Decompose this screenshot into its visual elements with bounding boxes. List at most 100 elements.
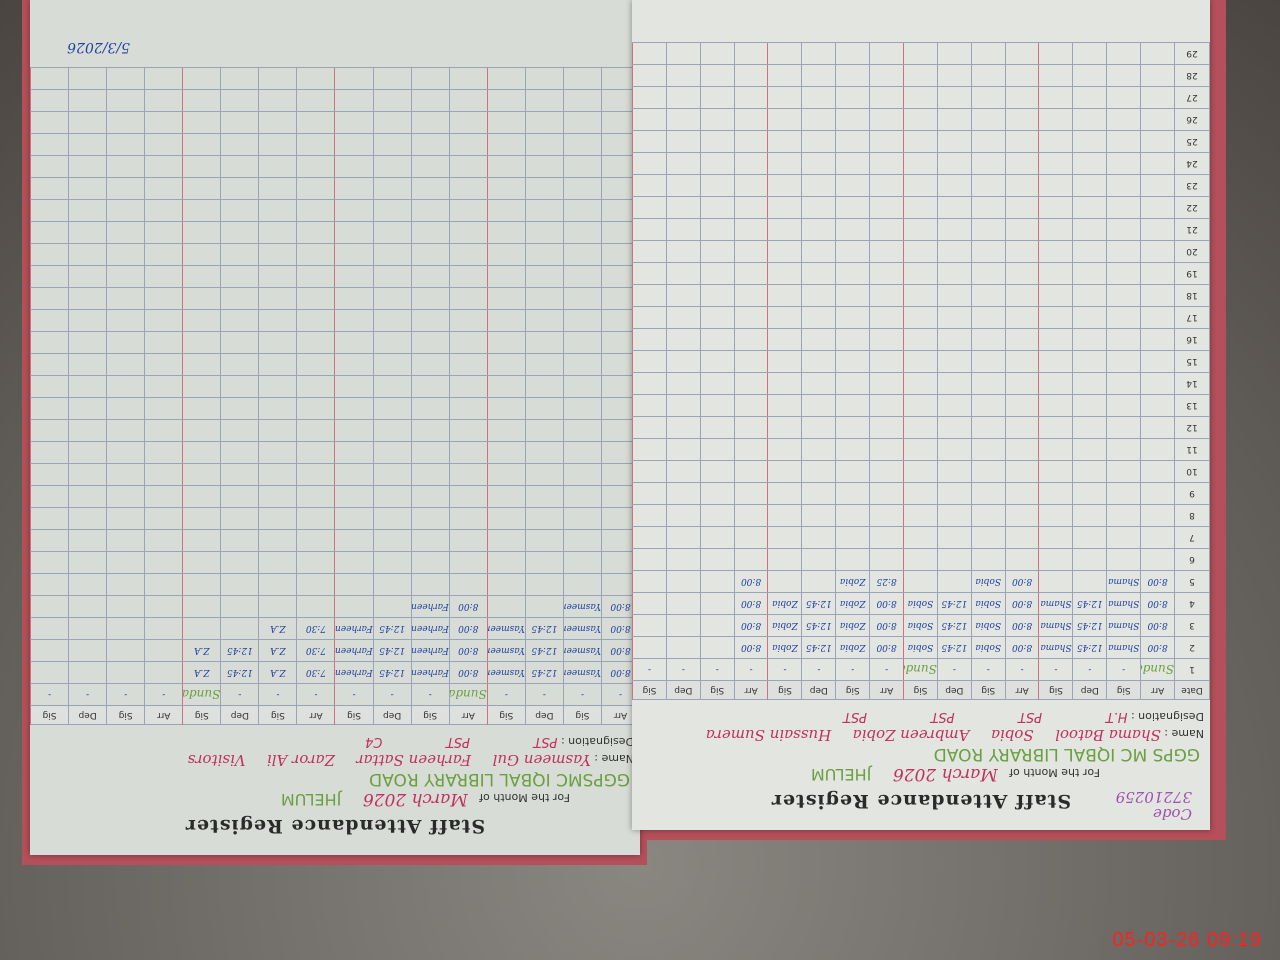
day-row: 20 [632, 240, 1210, 263]
attendance-cell [1140, 174, 1175, 197]
attendance-cell [1072, 284, 1107, 307]
attendance-cell [632, 350, 667, 373]
date-cell: 11 [1174, 438, 1210, 461]
attendance-cell [30, 639, 69, 662]
attendance-cell [734, 284, 768, 307]
attendance-cell: Zobia [835, 570, 870, 593]
attendance-cell [449, 67, 488, 90]
attendance-cell [768, 504, 802, 527]
attendance-cell [106, 639, 145, 662]
attendance-cell [220, 507, 259, 530]
column-header: Sig [1039, 680, 1073, 700]
attendance-cell [869, 218, 904, 241]
attendance-cell [144, 221, 183, 244]
attendance-cell [487, 331, 526, 354]
day-row [30, 485, 640, 508]
attendance-cell [296, 419, 335, 442]
attendance-cell [258, 177, 297, 200]
attendance-cell [971, 262, 1006, 285]
day-row: 6 [632, 548, 1210, 571]
attendance-cell: 8:00 [1140, 614, 1175, 637]
column-header: Sig [335, 705, 374, 725]
attendance-cell [1072, 438, 1107, 461]
attendance-cell [666, 196, 701, 219]
attendance-cell [632, 328, 667, 351]
attendance-cell [487, 309, 526, 332]
attendance-cell [1039, 548, 1073, 571]
attendance-cell [768, 394, 802, 417]
attendance-cell [220, 551, 259, 574]
attendance-cell [411, 199, 450, 222]
attendance-cell: 7:30 [296, 617, 335, 640]
attendance-cell [700, 218, 735, 241]
attendance-cell [971, 416, 1006, 439]
attendance-cell [525, 507, 564, 530]
attendance-cell [1039, 152, 1073, 175]
date-cell: 18 [1174, 284, 1210, 307]
attendance-cell: 8:00 [869, 592, 904, 615]
attendance-cell [971, 196, 1006, 219]
attendance-cell: Sobia [971, 614, 1006, 637]
attendance-cell [801, 174, 836, 197]
attendance-cell [411, 221, 450, 244]
attendance-cell [68, 199, 107, 222]
attendance-cell [632, 372, 667, 395]
attendance-cell [937, 438, 972, 461]
attendance-cell [700, 152, 735, 175]
attendance-cell [801, 394, 836, 417]
attendance-cell [258, 595, 297, 618]
attendance-cell [411, 155, 450, 178]
attendance-cell [525, 265, 564, 288]
attendance-cell: - [144, 683, 183, 706]
attendance-cell [411, 485, 450, 508]
attendance-cell [835, 130, 870, 153]
attendance-cell: - [220, 683, 259, 706]
date-cell: 15 [1174, 350, 1210, 373]
attendance-cell [1140, 130, 1175, 153]
attendance-cell [296, 309, 335, 332]
attendance-cell [768, 86, 802, 109]
attendance-cell [937, 306, 972, 329]
designation: PST [533, 734, 558, 749]
attendance-cell [666, 592, 701, 615]
day-row [30, 331, 640, 354]
attendance-cell [1140, 460, 1175, 483]
attendance-cell [835, 394, 870, 417]
attendance-cell [903, 416, 938, 439]
code-value: 37210259 [1115, 788, 1192, 806]
attendance-cell [1039, 262, 1073, 285]
column-header: Arr [144, 705, 183, 725]
attendance-cell [144, 287, 183, 310]
column-header: Sig [1106, 680, 1141, 700]
attendance-cell [144, 529, 183, 552]
attendance-cell [144, 199, 183, 222]
attendance-cell [525, 331, 564, 354]
attendance-cell [666, 218, 701, 241]
attendance-cell [801, 504, 836, 527]
attendance-cell [449, 551, 488, 574]
attendance-cell [182, 595, 221, 618]
attendance-cell [734, 306, 768, 329]
attendance-cell [1005, 372, 1039, 395]
attendance-cell [258, 529, 297, 552]
attendance-cell [971, 218, 1006, 241]
attendance-cell [182, 177, 221, 200]
attendance-cell [835, 218, 870, 241]
attendance-cell [220, 485, 259, 508]
day-row: ----Sunday------Sunday---- [30, 683, 640, 706]
attendance-cell [106, 221, 145, 244]
column-header: Arr [1140, 680, 1175, 700]
city: JHELUM [280, 790, 342, 809]
attendance-cell: - [411, 683, 450, 706]
column-header: Dep [525, 705, 564, 725]
attendance-cell [411, 89, 450, 112]
attendance-cell [700, 460, 735, 483]
attendance-cell [734, 240, 768, 263]
left-page: Staff Attendance Register For the Month … [30, 0, 640, 855]
day-row: 1Sunday------Sunday-------- [632, 658, 1210, 681]
attendance-cell [869, 438, 904, 461]
attendance-cell [937, 130, 972, 153]
attendance-cell [449, 221, 488, 244]
attendance-cell [182, 243, 221, 266]
attendance-cell [801, 64, 836, 87]
